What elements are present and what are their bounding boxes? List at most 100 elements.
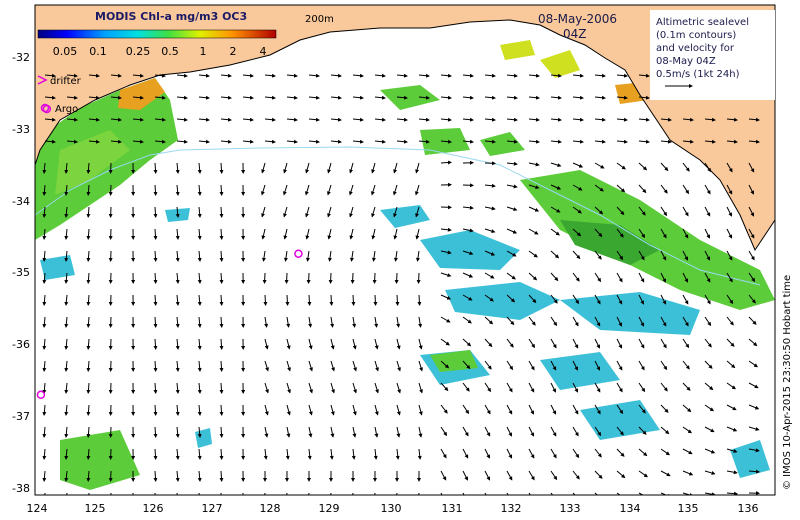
velocity-arrow <box>286 139 298 144</box>
velocity-arrow <box>748 250 755 261</box>
velocity-arrow <box>330 316 335 328</box>
velocity-arrow <box>330 382 335 394</box>
colorbar-tick-label: 0.5 <box>161 45 179 58</box>
velocity-arrow <box>528 382 535 393</box>
velocity-arrow <box>261 228 266 240</box>
velocity-arrow <box>638 294 644 305</box>
velocity-arrow <box>175 184 180 196</box>
velocity-arrow <box>153 470 158 482</box>
drifter-icon <box>37 75 48 85</box>
y-tick-label: -38 <box>12 482 30 495</box>
velocity-arrow <box>528 162 540 167</box>
velocity-arrow <box>594 470 603 479</box>
velocity-arrow <box>748 117 760 122</box>
velocity-arrow <box>638 73 650 78</box>
velocity-arrow <box>349 162 354 174</box>
velocity-arrow <box>329 294 334 306</box>
velocity-arrow <box>153 338 158 350</box>
velocity-arrow <box>264 95 276 100</box>
velocity-arrow <box>440 139 452 144</box>
velocity-arrow <box>198 139 210 144</box>
velocity-arrow <box>550 492 554 495</box>
velocity-arrow <box>242 117 254 122</box>
velocity-arrow <box>506 206 518 212</box>
velocity-arrow <box>327 206 332 218</box>
velocity-arrow <box>616 228 624 238</box>
velocity-arrow <box>682 492 694 495</box>
velocity-arrow <box>153 162 158 174</box>
velocity-arrow <box>44 95 56 100</box>
x-tick-label: 133 <box>560 502 581 515</box>
velocity-arrow <box>153 316 158 328</box>
velocity-arrow <box>616 492 621 495</box>
velocity-arrow <box>638 162 648 171</box>
velocity-arrow <box>352 95 364 100</box>
velocity-arrow <box>748 162 755 173</box>
velocity-arrow <box>416 272 421 284</box>
velocity-arrow <box>352 338 357 350</box>
x-tick-label: 125 <box>85 502 106 515</box>
velocity-arrow <box>219 316 224 328</box>
velocity-arrow <box>748 382 759 389</box>
date-label: 08-May-2006 <box>538 12 617 26</box>
velocity-arrow <box>506 492 509 495</box>
velocity-arrow <box>660 228 667 239</box>
velocity-arrow <box>638 360 645 371</box>
velocity-arrow <box>638 338 645 349</box>
velocity-arrow <box>682 470 694 476</box>
velocity-arrow <box>86 316 91 328</box>
velocity-arrow <box>86 404 91 416</box>
velocity-arrow <box>330 139 342 144</box>
velocity-arrow <box>262 272 267 284</box>
velocity-arrow <box>660 162 669 172</box>
velocity-arrow <box>219 228 224 240</box>
velocity-arrow <box>219 360 224 372</box>
velocity-arrow <box>440 316 451 323</box>
land-mass <box>34 4 776 252</box>
info-line: and velocity for <box>656 43 735 54</box>
velocity-arrow <box>86 338 91 350</box>
info-line: (0.1m contours) <box>656 30 736 41</box>
velocity-arrow <box>415 250 420 262</box>
velocity-arrow <box>415 206 420 218</box>
velocity-arrow <box>440 448 447 459</box>
velocity-arrow <box>572 272 580 282</box>
velocity-arrow <box>418 316 423 328</box>
velocity-arrow <box>528 316 536 326</box>
velocity-arrow <box>594 272 602 283</box>
velocity-arrow <box>349 228 354 240</box>
velocity-arrow <box>154 139 166 144</box>
velocity-arrow <box>393 162 398 174</box>
velocity-arrow <box>374 316 379 328</box>
velocity-arrow <box>704 206 711 217</box>
velocity-arrow <box>616 73 628 78</box>
velocity-arrow <box>660 206 668 217</box>
velocity-arrow <box>42 360 47 372</box>
velocity-arrow <box>132 117 144 122</box>
velocity-arrow <box>220 117 232 122</box>
velocity-arrow <box>283 228 288 240</box>
velocity-arrow <box>506 426 512 437</box>
velocity-arrow <box>440 73 452 78</box>
velocity-arrow <box>286 316 291 328</box>
velocity-arrow <box>286 95 298 100</box>
velocity-arrow <box>242 139 254 144</box>
velocity-arrow <box>64 470 69 482</box>
velocity-arrow <box>176 95 188 100</box>
argo-markers <box>36 104 303 400</box>
x-tick-label: 129 <box>319 502 340 515</box>
velocity-arrow <box>348 184 354 196</box>
velocity-arrow <box>197 316 202 328</box>
velocity-arrow <box>506 360 514 371</box>
velocity-arrow <box>86 426 91 438</box>
velocity-arrow <box>704 426 715 433</box>
velocity-arrow <box>726 491 738 495</box>
velocity-arrow <box>616 184 626 193</box>
velocity-arrow <box>572 492 576 495</box>
velocity-arrow <box>594 117 606 122</box>
velocity-arrow <box>484 360 492 370</box>
velocity-arrow <box>528 448 535 459</box>
x-tick-label: 127 <box>202 502 223 515</box>
velocity-arrow <box>64 184 69 196</box>
velocity-arrow <box>594 294 601 305</box>
